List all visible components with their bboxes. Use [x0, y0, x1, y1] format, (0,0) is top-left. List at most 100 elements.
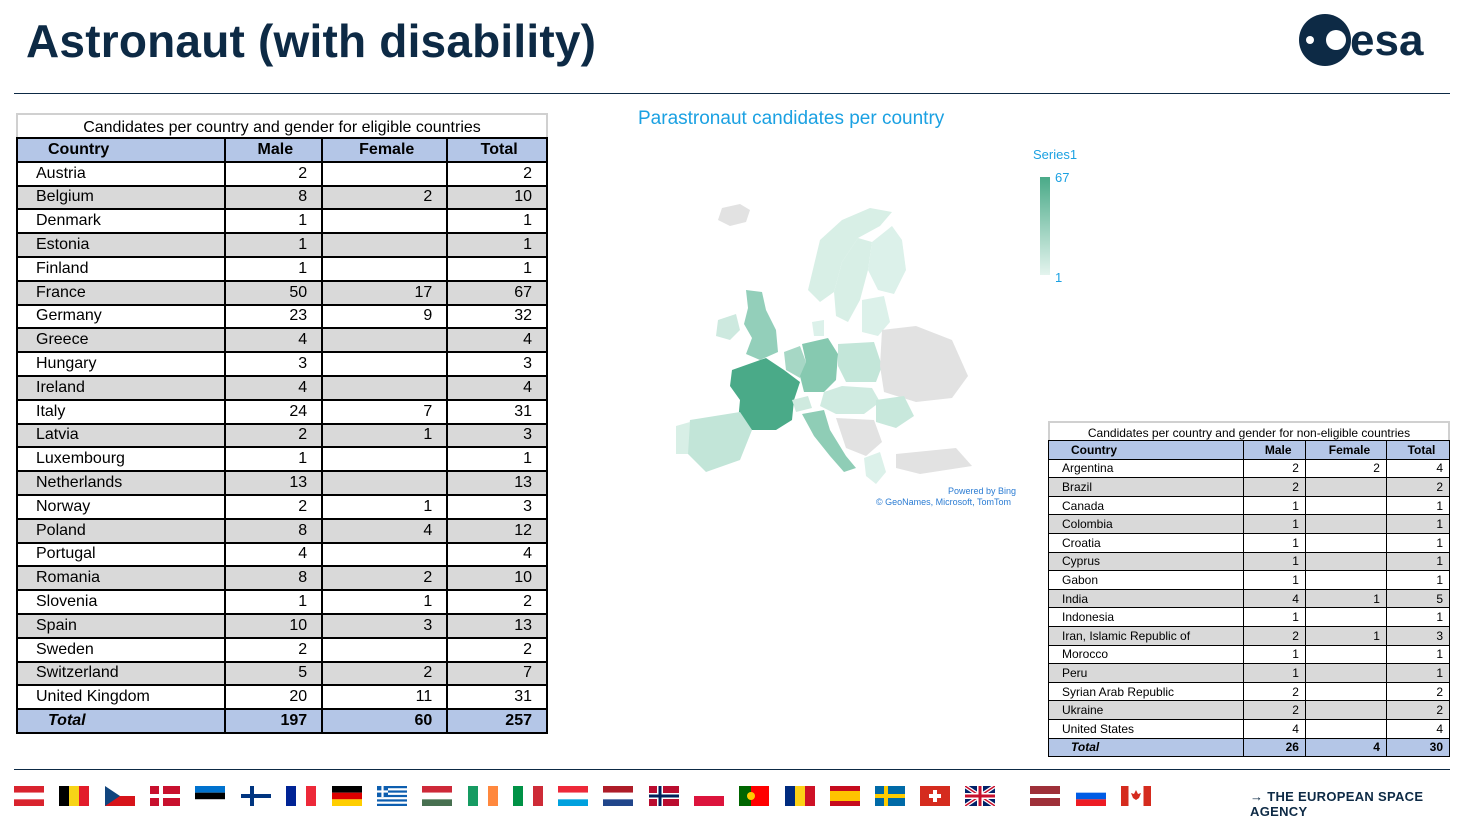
table-row: Hungary 3 3 — [16, 351, 548, 377]
cell-country: Estonia — [16, 232, 226, 258]
czechia-flag — [105, 786, 135, 806]
cell-female — [1304, 663, 1387, 683]
table-row: Brazil 2 2 — [1047, 477, 1451, 497]
cell-female — [321, 255, 449, 282]
cell-female — [1304, 532, 1387, 553]
cell-country: Belgium — [16, 184, 226, 211]
cell-total: 2 — [1385, 477, 1451, 497]
cell-male: 5 — [223, 660, 324, 687]
netherlands-flag — [603, 786, 633, 806]
page-title: Astronaut (with disability) — [26, 15, 597, 67]
cell-male: 2 — [1243, 681, 1306, 702]
cell-country: United States — [1047, 718, 1245, 739]
cell-female — [1304, 477, 1387, 497]
table-row: France 50 17 67 — [16, 279, 548, 306]
map-benelux — [784, 346, 806, 378]
cell-country: Canada — [1047, 495, 1245, 516]
total-total: 30 — [1385, 737, 1451, 758]
header-male: Male — [1243, 440, 1306, 460]
table-row: United States 4 4 — [1047, 718, 1451, 739]
cell-country: Luxembourg — [16, 446, 226, 473]
cell-total: 12 — [446, 517, 548, 544]
canada-flag — [1121, 786, 1151, 806]
cell-total: 1 — [1385, 663, 1451, 683]
cell-female — [321, 351, 449, 377]
cell-female: 2 — [1304, 458, 1387, 479]
map-turkey — [896, 448, 972, 474]
cell-male: 1 — [1243, 607, 1306, 627]
cell-country: Colombia — [1047, 514, 1245, 534]
table-row: Denmark 1 1 — [16, 208, 548, 235]
cell-total: 32 — [446, 303, 548, 330]
table-row: Estonia 1 1 — [16, 232, 548, 258]
cell-male: 2 — [223, 422, 324, 449]
total-female: 60 — [321, 708, 449, 734]
cell-male: 4 — [223, 327, 324, 354]
finland-flag — [241, 786, 271, 806]
cell-country: Peru — [1047, 663, 1245, 683]
map-romania — [876, 396, 914, 428]
cell-male: 3 — [223, 351, 324, 377]
cell-country: Cyprus — [1047, 551, 1245, 572]
hungary-flag — [422, 786, 452, 806]
map-baltics — [862, 296, 890, 336]
cell-total: 4 — [446, 327, 548, 354]
cell-total: 1 — [446, 232, 548, 258]
header-total: Total — [446, 137, 548, 163]
cell-female: 11 — [321, 684, 449, 711]
legend-min-value: 1 — [1055, 270, 1063, 285]
header-total: Total — [1385, 440, 1451, 460]
switzerland-flag — [920, 786, 950, 806]
cell-male: 10 — [223, 612, 324, 639]
table-row: Spain 10 3 13 — [16, 612, 548, 639]
ireland-flag — [468, 786, 498, 806]
cell-male: 4 — [223, 541, 324, 568]
romania-flag — [785, 786, 815, 806]
cell-total: 2 — [446, 589, 548, 615]
table-row: Iran, Islamic Republic of 2 1 3 — [1047, 625, 1451, 646]
map-ireland — [716, 314, 740, 340]
cell-female: 4 — [321, 517, 449, 544]
cell-female — [321, 446, 449, 473]
cell-country: Sweden — [16, 636, 226, 663]
cell-total: 1 — [446, 255, 548, 282]
cell-male: 13 — [223, 470, 324, 496]
cell-male: 2 — [223, 160, 324, 187]
cell-total: 5 — [1385, 588, 1451, 609]
footer-agency-name: → THE EUROPEAN SPACE AGENCY — [1250, 789, 1424, 819]
cell-male: 4 — [1243, 718, 1306, 739]
cell-female — [321, 636, 449, 663]
estonia-flag — [195, 786, 225, 806]
map-italy — [802, 410, 856, 472]
table-row: Portugal 4 4 — [16, 541, 548, 568]
cell-male: 1 — [223, 255, 324, 282]
legend-max-value: 67 — [1055, 170, 1070, 185]
cell-total: 7 — [446, 660, 548, 687]
cell-female: 3 — [321, 612, 449, 639]
table-row: Switzerland 5 2 7 — [16, 660, 548, 687]
cell-total: 31 — [446, 398, 548, 425]
table-row: Colombia 1 1 — [1047, 514, 1451, 534]
cell-total: 3 — [446, 493, 548, 520]
cell-total: 4 — [1385, 718, 1451, 739]
cell-total: 3 — [446, 351, 548, 377]
cell-total: 1 — [1385, 532, 1451, 553]
cell-male: 20 — [223, 684, 324, 711]
cell-country: Morocco — [1047, 644, 1245, 665]
table-row: Morocco 1 1 — [1047, 644, 1451, 665]
total-total: 257 — [446, 708, 548, 734]
map-east — [880, 326, 968, 402]
total-row: Total 197 60 257 — [16, 708, 548, 734]
cell-country: Indonesia — [1047, 607, 1245, 627]
cell-female: 1 — [321, 422, 449, 449]
cell-total: 2 — [446, 636, 548, 663]
map-credit-bing: Powered by Bing — [948, 486, 1017, 496]
table-row: Slovenia 1 1 2 — [16, 589, 548, 615]
cell-total: 10 — [446, 184, 548, 211]
table-row: Luxembourg 1 1 — [16, 446, 548, 473]
cell-country: Slovenia — [16, 589, 226, 615]
cell-female: 9 — [321, 303, 449, 330]
table-row: Ireland 4 4 — [16, 374, 548, 401]
cell-total: 2 — [1385, 681, 1451, 702]
cell-male: 2 — [1243, 458, 1306, 479]
